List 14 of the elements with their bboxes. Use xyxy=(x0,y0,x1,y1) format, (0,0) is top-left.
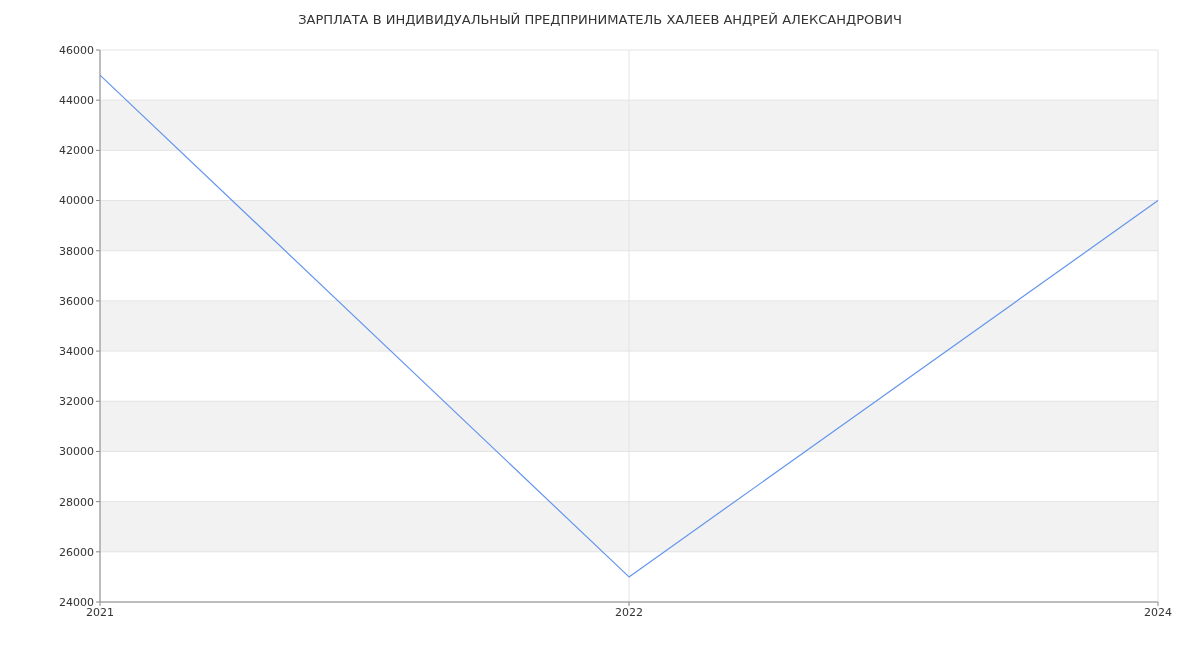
y-tick-label: 42000 xyxy=(59,144,94,158)
y-tick-label: 38000 xyxy=(59,244,94,258)
y-tick-label: 28000 xyxy=(59,495,94,509)
y-tick-label: 26000 xyxy=(59,545,94,559)
y-tick-label: 36000 xyxy=(59,294,94,308)
y-tick-label: 34000 xyxy=(59,345,94,358)
y-tick-label: 44000 xyxy=(59,94,94,108)
x-tick-label: 2022 xyxy=(615,605,643,619)
chart-title: ЗАРПЛАТА В ИНДИВИДУАЛЬНЫЙ ПРЕДПРИНИМАТЕЛЬ ХАЛЕЕВ АНДРЕЙ АЛЕКСАНДРОВИЧ xyxy=(297,12,903,27)
x-tick-label: 2024 xyxy=(1144,605,1172,619)
y-tick-label: 32000 xyxy=(59,395,94,409)
y-tick-label: 46000 xyxy=(59,43,94,57)
y-tick-label: 30000 xyxy=(59,445,94,459)
y-tick-label: 40000 xyxy=(59,194,94,208)
